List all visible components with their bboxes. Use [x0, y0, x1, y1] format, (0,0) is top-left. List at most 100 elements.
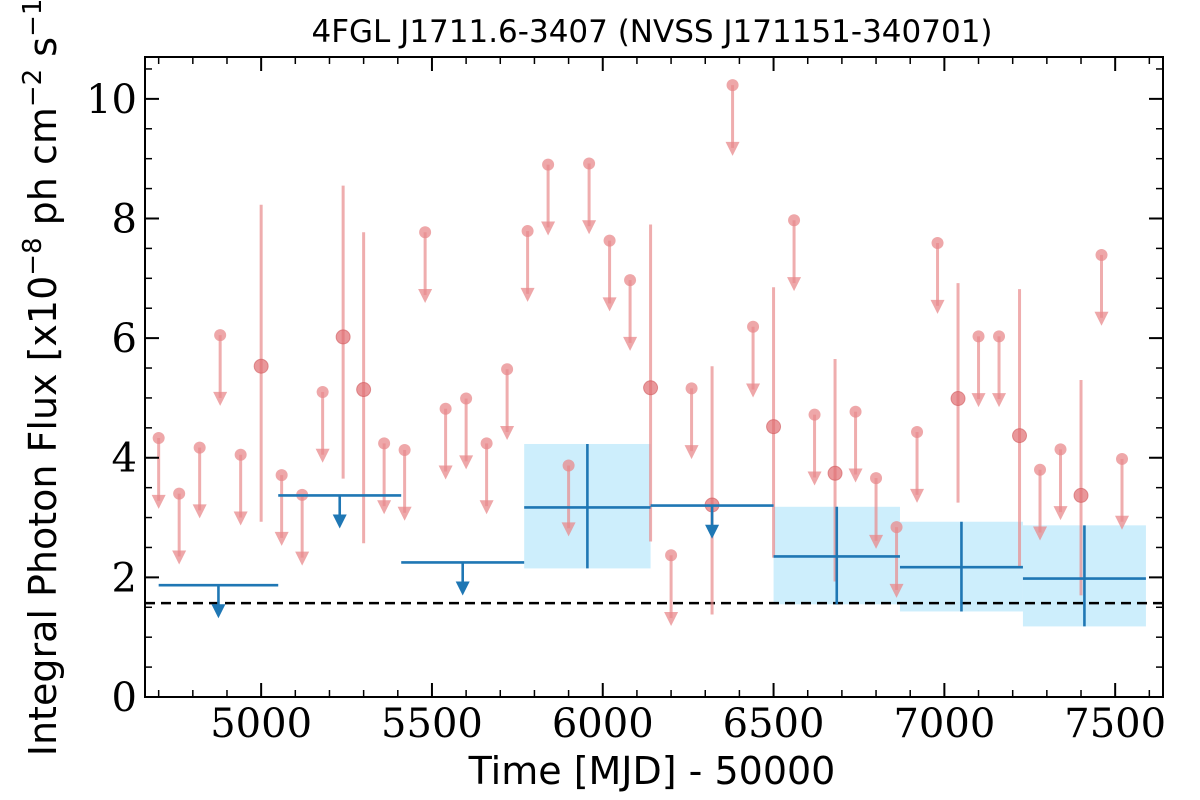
short-ul-marker-14: [501, 363, 514, 376]
short-ul-arrow-21: [664, 612, 679, 627]
short-ul-marker-25: [788, 214, 801, 227]
short-det-marker-7: [950, 391, 966, 407]
short-ul-arrow-18: [582, 220, 597, 235]
short-ul-arrow-15: [520, 287, 535, 302]
short-ul-arrow-23: [725, 141, 740, 156]
short-ul-arrow-13: [479, 500, 494, 515]
short-ul-marker-16: [542, 158, 555, 171]
short-det-marker-8: [1012, 428, 1028, 444]
long-ul-arrow-2: [455, 581, 470, 596]
short-ul-arrow-1: [172, 550, 187, 565]
short-ul-arrow-4: [233, 511, 248, 526]
short-ul-marker-11: [439, 402, 452, 415]
short-ul-marker-0: [152, 432, 165, 445]
x-tick-label-4: 7000: [893, 701, 995, 747]
short-ul-arrow-35: [1053, 506, 1068, 521]
short-ul-marker-20: [624, 274, 637, 287]
short-ul-arrow-14: [500, 426, 515, 441]
short-ul-arrow-2: [192, 504, 207, 519]
plot-area: 5000 5500 6000 6500 7000 7500 0 2 4 6 8 10: [86, 56, 1166, 747]
short-det-marker-9: [1073, 487, 1089, 503]
chart-title: 4FGL J1711.6-3407 (NVSS J171151-340701): [311, 14, 992, 50]
short-ul-arrow-6: [295, 551, 310, 566]
plot-frame: [144, 56, 1164, 698]
x-tick-label-0: 5000: [210, 701, 312, 747]
short-ul-arrow-31: [930, 299, 945, 314]
short-ul-marker-28: [870, 472, 883, 485]
short-ul-marker-26: [808, 408, 821, 421]
short-ul-marker-12: [460, 392, 473, 405]
y-axis-label-exp: −8: [18, 237, 48, 275]
short-ul-marker-22: [685, 382, 698, 395]
short-ul-marker-32: [972, 330, 985, 343]
y-axis-label-exp3: −1: [18, 0, 48, 37]
short-ul-arrow-7: [315, 448, 330, 463]
short-ul-arrow-24: [746, 383, 761, 398]
short-det-marker-2: [356, 382, 372, 398]
short-det-marker-5: [766, 419, 782, 435]
short-ul-arrow-3: [213, 391, 228, 406]
short-ul-marker-30: [911, 426, 924, 439]
y-axis-label-main: Integral Photon Flux [x10: [21, 276, 65, 757]
short-ul-arrow-30: [910, 488, 925, 503]
y-tick-label-4: 8: [112, 196, 137, 242]
short-ul-marker-9: [398, 443, 411, 456]
short-ul-marker-8: [378, 437, 391, 450]
short-ul-marker-3: [214, 329, 227, 342]
short-ul-arrow-12: [459, 455, 474, 470]
short-ul-arrow-37: [1115, 515, 1130, 530]
short-ul-marker-10: [419, 226, 432, 239]
short-ul-arrow-26: [807, 471, 822, 486]
short-ul-arrow-8: [377, 500, 392, 515]
short-ul-arrow-33: [992, 393, 1007, 408]
short-ul-arrow-20: [623, 336, 638, 351]
short-ul-marker-4: [234, 448, 247, 461]
short-ul-marker-37: [1116, 452, 1129, 465]
short-ul-marker-31: [931, 237, 944, 250]
long-ul-arrow-1: [332, 514, 347, 529]
y-tick-label-2: 4: [112, 436, 137, 482]
y-axis-label-exp2: −2: [18, 69, 48, 107]
short-ul-arrow-0: [151, 494, 166, 509]
short-ul-arrow-17: [561, 522, 576, 537]
short-ul-marker-17: [562, 459, 575, 472]
short-ul-marker-13: [480, 437, 493, 450]
short-ul-marker-34: [1034, 463, 1047, 476]
short-ul-arrow-36: [1094, 311, 1109, 326]
short-ul-arrow-22: [684, 445, 699, 460]
short-ul-marker-19: [603, 234, 616, 247]
short-ul-arrow-9: [397, 506, 412, 521]
short-ul-arrow-27: [848, 468, 863, 483]
short-ul-marker-23: [726, 79, 739, 92]
short-ul-marker-27: [849, 405, 862, 418]
short-ul-marker-1: [173, 487, 186, 500]
short-det-marker-6: [827, 465, 843, 481]
short-ul-marker-15: [521, 225, 534, 238]
short-ul-marker-18: [583, 157, 596, 170]
short-ul-arrow-25: [787, 277, 802, 292]
short-det-marker-1: [335, 329, 351, 345]
short-ul-arrow-32: [971, 393, 986, 408]
short-ul-arrow-11: [438, 465, 453, 480]
y-axis-label: Integral Photon Flux [x10−8 ph cm−2 s−1]: [18, 0, 65, 756]
x-tick-label-2: 6000: [552, 701, 654, 747]
short-ul-arrow-16: [541, 221, 556, 236]
x-tick-label-1: 5500: [381, 701, 483, 747]
y-axis-label-mid: ph cm: [21, 107, 65, 237]
y-axis-label-end: s: [21, 37, 65, 69]
short-ul-arrow-10: [418, 289, 433, 304]
short-ul-arrow-29: [889, 583, 904, 598]
y-tick-label-1: 2: [112, 555, 137, 601]
x-axis-label: Time [MJD] - 50000: [468, 749, 836, 793]
short-ul-marker-5: [275, 469, 288, 482]
short-ul-marker-7: [316, 385, 329, 398]
long-ul-arrow-3: [705, 524, 720, 539]
short-ul-marker-36: [1095, 248, 1108, 261]
short-ul-arrow-34: [1033, 526, 1048, 541]
short-ul-arrow-28: [869, 534, 884, 549]
y-tick-label-3: 6: [112, 316, 137, 362]
short-ul-marker-2: [193, 441, 206, 454]
y-tick-label-5: 10: [86, 77, 137, 123]
x-tick-label-3: 6500: [723, 701, 825, 747]
